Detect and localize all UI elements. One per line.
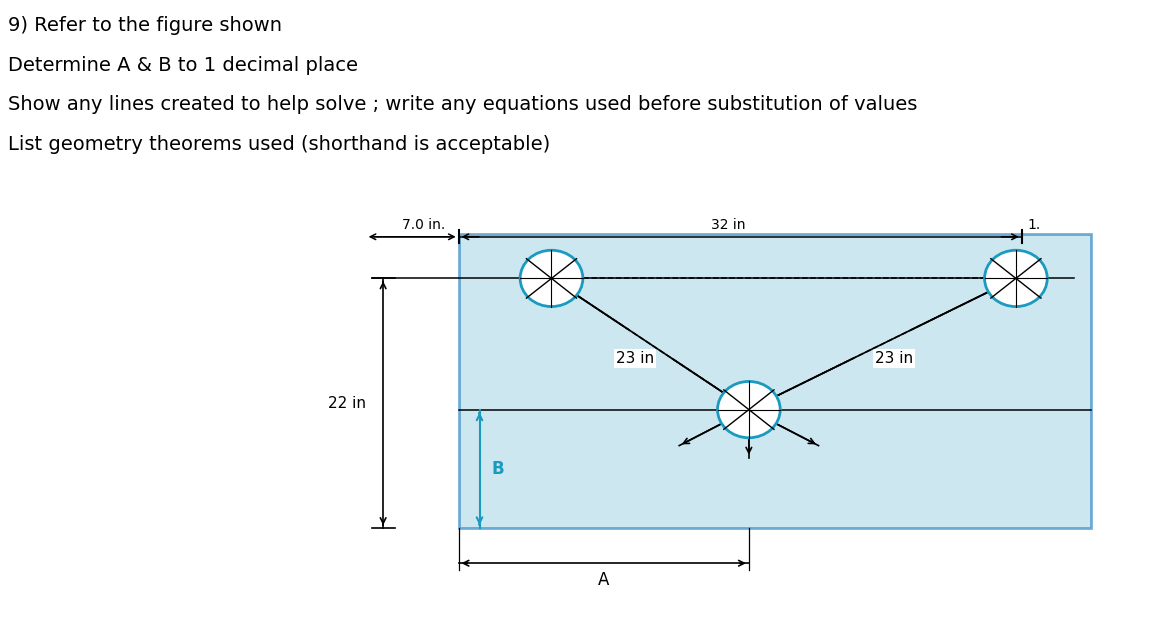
Text: 23 in: 23 in [875, 351, 913, 366]
Ellipse shape [984, 250, 1047, 307]
Bar [459, 234, 1092, 528]
Text: 23 in: 23 in [617, 351, 654, 366]
Ellipse shape [521, 250, 583, 307]
Ellipse shape [717, 381, 780, 438]
Text: A: A [598, 571, 610, 589]
Text: 1.: 1. [1027, 218, 1041, 232]
Text: 22 in: 22 in [328, 396, 366, 411]
Text: List geometry theorems used (shorthand is acceptable): List geometry theorems used (shorthand i… [8, 135, 550, 154]
Text: Show any lines created to help solve ; write any equations used before substitut: Show any lines created to help solve ; w… [8, 95, 917, 115]
Text: 9) Refer to the figure shown: 9) Refer to the figure shown [8, 16, 282, 35]
Text: B: B [491, 460, 504, 478]
Text: 7.0 in.: 7.0 in. [402, 218, 446, 232]
Text: Determine A & B to 1 decimal place: Determine A & B to 1 decimal place [8, 56, 358, 75]
Text: 32 in: 32 in [711, 218, 745, 232]
